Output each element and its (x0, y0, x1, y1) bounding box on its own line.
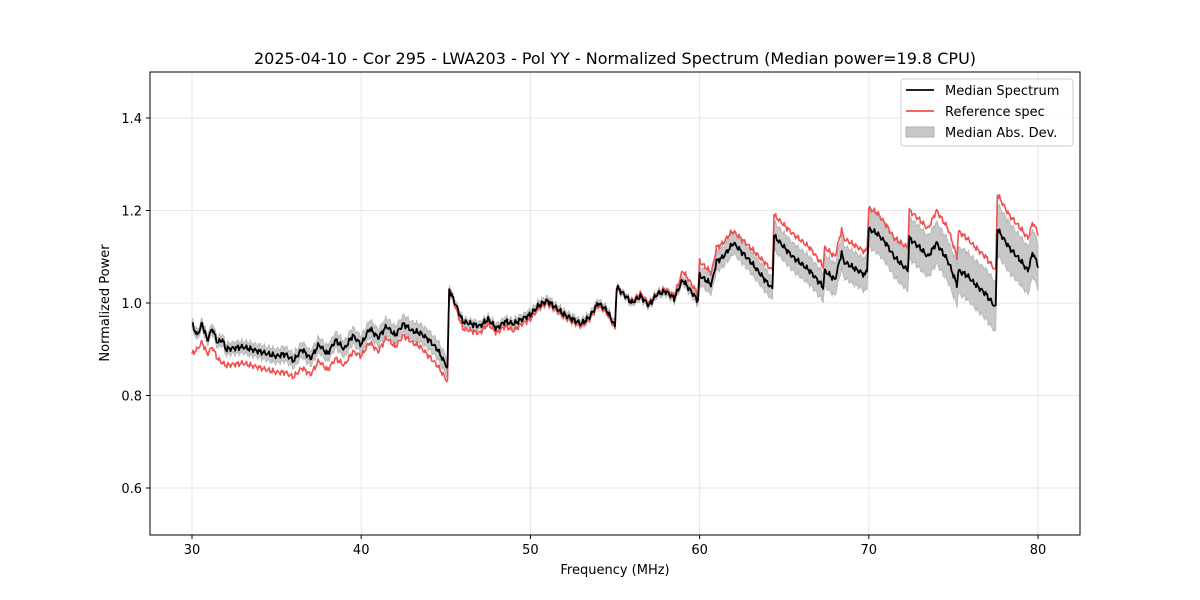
x-tick-label: 40 (353, 543, 370, 558)
y-tick-label: 1.4 (121, 112, 142, 127)
x-tick-label: 70 (861, 543, 878, 558)
x-tick-label: 30 (184, 543, 201, 558)
series-layer (191, 194, 1039, 383)
legend-label-mad: Median Abs. Dev. (945, 126, 1057, 141)
y-tick-label: 1.2 (121, 205, 142, 220)
chart-title: 2025-04-10 - Cor 295 - LWA203 - Pol YY -… (254, 49, 976, 68)
y-tick-label: 0.6 (121, 482, 142, 497)
x-tick-label: 50 (522, 543, 539, 558)
x-tick-label: 60 (691, 543, 708, 558)
x-tick-label: 80 (1030, 543, 1047, 558)
x-axis-label: Frequency (MHz) (560, 563, 669, 578)
median-spectrum-line (191, 226, 1039, 369)
legend-swatch-mad (905, 126, 935, 138)
legend-label-median: Median Spectrum (945, 84, 1059, 99)
legend-box (900, 78, 1074, 147)
legend: Median Spectrum Reference spec Median Ab… (900, 78, 1074, 147)
y-axis-label: Normalized Power (98, 244, 113, 362)
y-tick-label: 0.8 (121, 390, 142, 405)
y-tick-label: 1.0 (121, 297, 142, 312)
y-axis: 0.6 0.8 1.0 1.2 1.4 (121, 112, 150, 497)
legend-label-reference: Reference spec (945, 105, 1045, 120)
x-axis: 30 40 50 60 70 80 (184, 535, 1047, 558)
